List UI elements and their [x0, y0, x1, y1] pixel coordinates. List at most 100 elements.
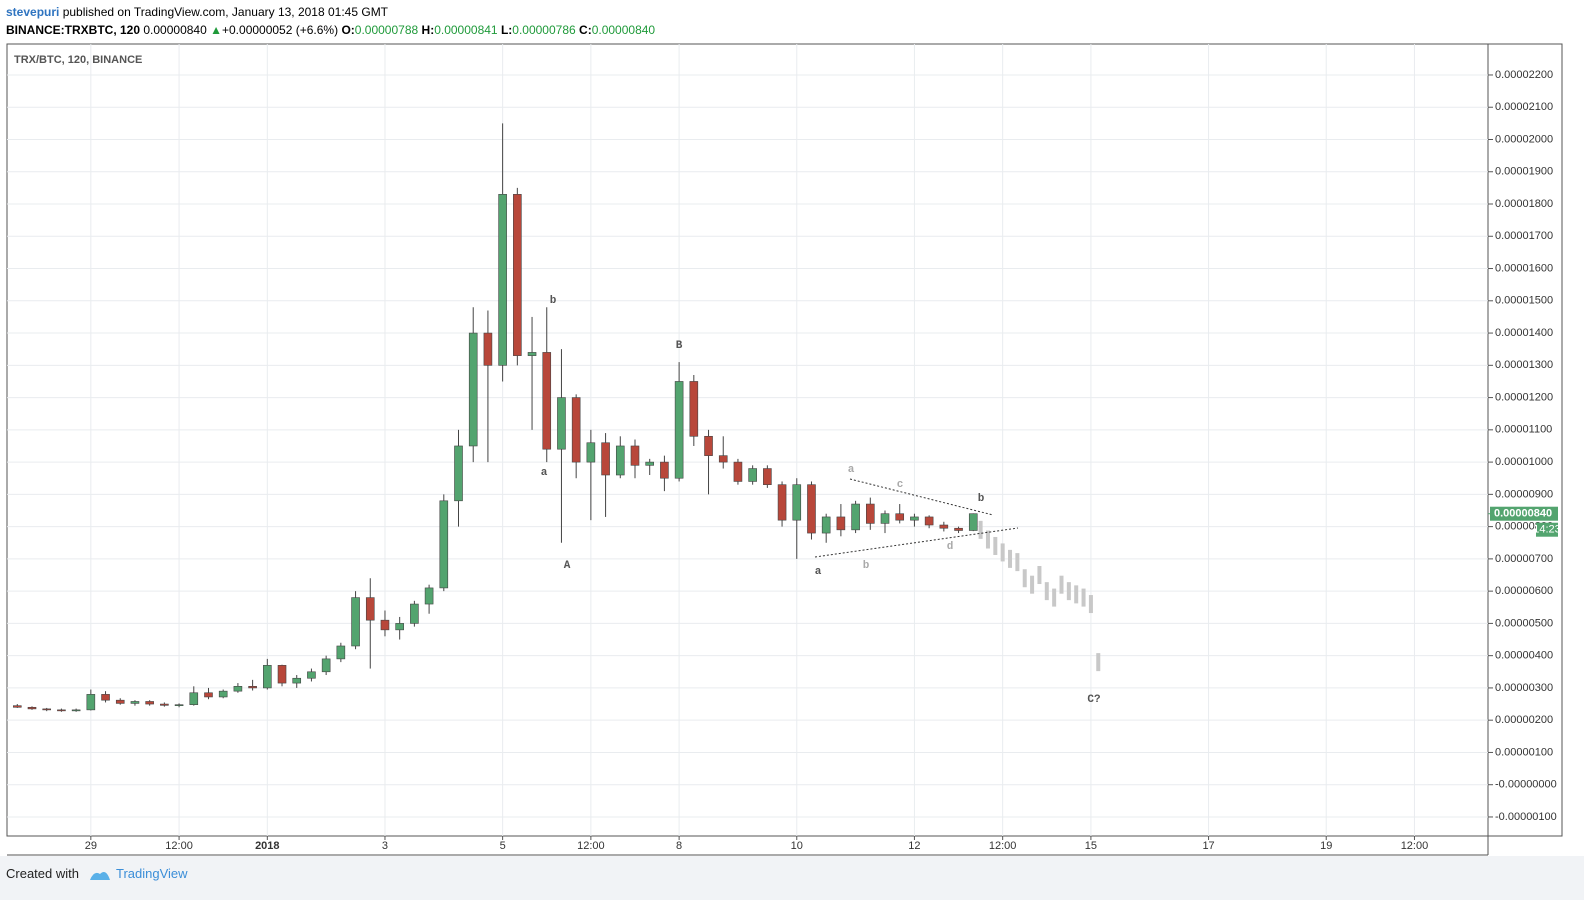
candle-body [307, 671, 316, 679]
projection-bar [1015, 553, 1020, 572]
brand[interactable]: TradingView [116, 866, 188, 881]
ohlc-value: 0.00000841 [434, 23, 498, 37]
x-tick-label: 19 [1320, 840, 1332, 852]
candle-body [763, 468, 772, 485]
candle-body [807, 484, 816, 534]
candle-body [42, 708, 52, 711]
x-tick-label: 12 [908, 840, 920, 852]
annotation: d [947, 541, 954, 553]
candle-body [468, 332, 478, 447]
y-tick-label: 0.00000900 [1495, 488, 1553, 500]
plot-frame [6, 43, 1563, 837]
annotation: C? [1087, 694, 1100, 706]
candle-body [557, 397, 566, 450]
candle-body [233, 686, 243, 692]
candle-body [615, 445, 625, 476]
candle-body [218, 690, 228, 698]
x-tick-label: 2018 [255, 840, 279, 852]
y-tick-label: 0.00001900 [1495, 166, 1553, 178]
ohlc-value: 0.00000840 [591, 23, 656, 37]
candle-body [851, 503, 860, 531]
y-tick-label: 0.00002000 [1495, 133, 1553, 145]
quote-line: BINANCE:TRXBTC, 120 0.00000840 ▲+0.00000… [6, 21, 655, 39]
projection-bar [1037, 566, 1042, 585]
y-tick-label: 0.00000600 [1495, 585, 1553, 597]
y-tick-label: 0.00001500 [1495, 295, 1553, 307]
candle-body [439, 500, 449, 589]
projection-bar [1000, 543, 1005, 562]
projection-bar [978, 520, 983, 539]
y-tick-label: 0.00000200 [1495, 714, 1553, 726]
candle-body [336, 645, 346, 660]
candle-body [704, 435, 713, 456]
candle-body [601, 442, 610, 476]
candle-body [527, 352, 537, 356]
arrow: ▲ [210, 23, 222, 37]
projection-bar [993, 536, 998, 555]
y-tick-label: 0.00001800 [1495, 198, 1553, 210]
projection-bar [1059, 575, 1064, 594]
candle-body [454, 445, 463, 502]
ohlc-key: O: [341, 23, 355, 37]
candle-body [189, 692, 199, 705]
candle-body [954, 527, 963, 531]
candle-body [513, 194, 522, 356]
countdown: 14:23 [1533, 524, 1561, 536]
y-tick-label: 0.00001600 [1495, 262, 1553, 274]
annotation: c [897, 479, 904, 491]
candle-body [12, 705, 22, 708]
candle-body [86, 694, 96, 711]
candle-body [689, 381, 699, 437]
candle-body [483, 332, 493, 366]
candle-body [351, 597, 360, 647]
annotation: b [978, 493, 985, 505]
y-tick-label: 0.00001200 [1495, 391, 1553, 403]
candle-body [836, 516, 846, 531]
ohlc-key: L: [500, 23, 513, 37]
candle-body [586, 442, 596, 463]
x-tick-label: 12:00 [989, 840, 1017, 852]
x-tick-label: 12:00 [1401, 840, 1429, 852]
candle-body [424, 587, 434, 605]
y-tick-label: 0.00000700 [1495, 553, 1553, 565]
candle-body [718, 455, 728, 463]
ohlc-value: 0.00000788 [354, 23, 419, 37]
candle-body [542, 352, 552, 450]
publish-line: stevepuri published on TradingView.com, … [6, 3, 655, 21]
candle-body [263, 665, 272, 689]
candle-body [895, 513, 905, 521]
projection-bar [1052, 588, 1057, 607]
candle-body [968, 513, 978, 531]
candle-body [924, 516, 934, 526]
chart-title: TRX/BTC, 120, BINANCE [14, 54, 142, 66]
published: published on TradingView.com, January 13… [62, 5, 389, 19]
candle-body [395, 623, 404, 631]
change: +0.00000052 (+6.6%) [222, 23, 339, 37]
candle-body [174, 704, 184, 706]
candle-body [71, 709, 81, 712]
projection-bar [1022, 569, 1027, 588]
candle-body [160, 703, 169, 706]
chart: 0.00002200 0.00002100 0.00002000 0.00001900… [6, 43, 1563, 856]
candle-body [777, 484, 787, 521]
candle-body [145, 701, 154, 705]
annotation: b [863, 560, 870, 572]
annotation: b [550, 295, 557, 307]
last-price-box [1490, 506, 1558, 521]
candle-body [866, 503, 875, 524]
symbol: BINANCE:TRXBTC, 120 [6, 23, 141, 37]
y-tick-label: 0.00000400 [1495, 650, 1553, 662]
last: 0.00000840 [143, 23, 207, 37]
ohlc-key: H: [421, 23, 435, 37]
candle-body [130, 701, 140, 704]
y-tick-label: 0.00000100 [1495, 746, 1553, 758]
y-tick-label: 0.00001300 [1495, 359, 1553, 371]
projection-bar [1074, 585, 1079, 604]
annotation: a [848, 464, 855, 476]
y-tick-label: 0.00002100 [1495, 101, 1553, 113]
y-tick-label: 0.00001700 [1495, 230, 1553, 242]
candle-body [660, 461, 669, 479]
y-tick-label: -0.00000100 [1495, 811, 1557, 823]
candle-body [204, 692, 213, 698]
